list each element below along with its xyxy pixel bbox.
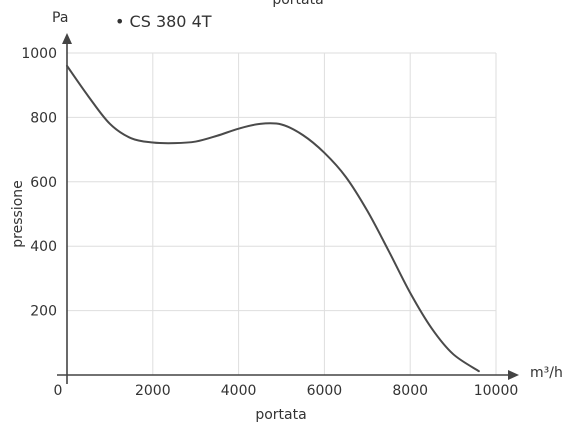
grid xyxy=(67,52,497,375)
series-legend-label: • CS 380 4T xyxy=(115,12,212,31)
x-tick-label-10000: 10000 xyxy=(474,383,519,399)
series-line-0 xyxy=(66,64,480,373)
x-tick-label-2000: 2000 xyxy=(135,383,171,399)
x-tick-label-0: 0 xyxy=(54,383,63,399)
y-tick-label-600: 600 xyxy=(30,175,57,191)
y-tick-label-200: 200 xyxy=(30,304,57,320)
y-tick-label-400: 400 xyxy=(30,239,57,255)
y-axis-label: pressione xyxy=(10,180,26,247)
x-tick-label-4000: 4000 xyxy=(221,383,257,399)
y-unit-label: Pa xyxy=(52,10,68,26)
x-axis-label: portata xyxy=(255,407,306,423)
axes xyxy=(57,33,519,384)
top-axis-label: portata xyxy=(272,0,323,8)
x-axis-arrow xyxy=(508,370,519,380)
series xyxy=(66,64,480,373)
y-axis-arrow xyxy=(62,33,72,44)
x-unit-label: m³/h xyxy=(530,365,563,381)
y-tick-label-1000: 1000 xyxy=(21,46,57,62)
y-tick-label-800: 800 xyxy=(30,110,57,126)
x-tick-label-6000: 6000 xyxy=(307,383,343,399)
tick-labels: 0 2000 4000 6000 8000 10000 200 400 600 800 1000 xyxy=(21,46,518,399)
x-tick-label-8000: 8000 xyxy=(392,383,428,399)
